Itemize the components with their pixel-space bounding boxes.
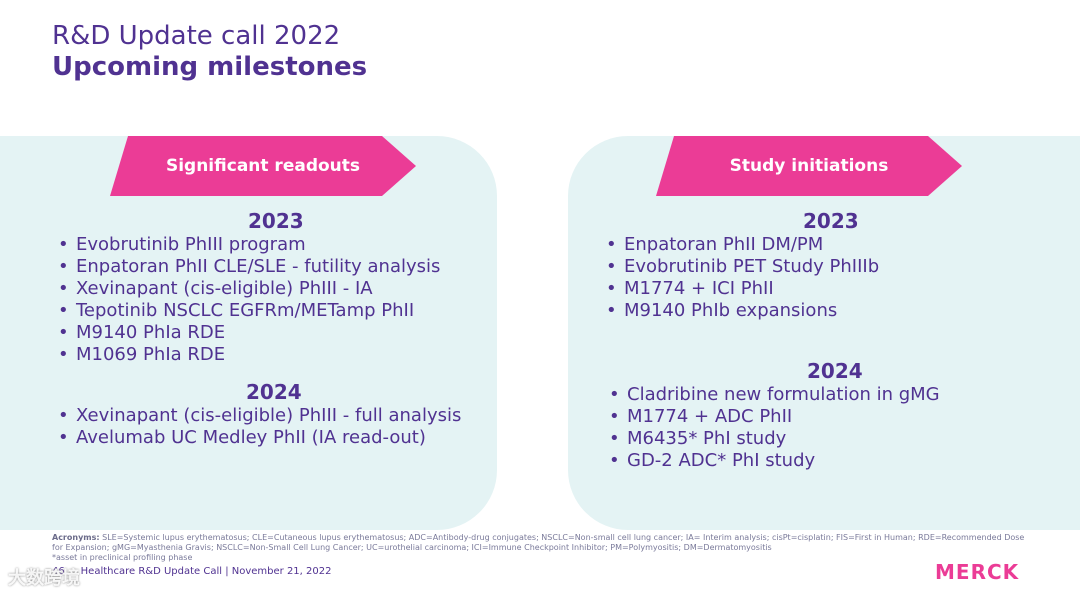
readouts-panel	[0, 136, 497, 530]
title-block: R&D Update call 2022 Upcoming milestones	[52, 20, 367, 82]
list-item: • Xevinapant (cis-eligible) PhIII - full …	[58, 405, 462, 426]
initiations-heading: Study initiations	[729, 156, 889, 176]
list-item: • Cladribine new formulation in gMG	[609, 384, 940, 405]
initiations-2023-list: • Enpatoran PhII DM/PM • Evobrutinib PET S…	[606, 234, 1046, 322]
footer-text: Healthcare R&D Update Call | November 21…	[80, 566, 332, 577]
initiations-panel	[568, 136, 1080, 530]
acronyms-label: Acronyms:	[52, 533, 100, 542]
initiations-2024-section: 2024 • Cladribine new formulation in gMG …	[609, 360, 1049, 472]
list-item: • GD-2 ADC* PhI study	[609, 450, 816, 471]
list-item: • M1774 + ADC PhII	[609, 406, 793, 427]
page-number: 46	[52, 566, 65, 577]
list-item: • M1774 + ICI PhII	[606, 278, 774, 299]
merck-logo: MERCK	[935, 560, 1019, 584]
readouts-heading-banner: Significant readouts	[110, 136, 416, 196]
footer: 46 Healthcare R&D Update Call | November…	[52, 566, 331, 577]
watermark-text: 大数跨境	[8, 568, 80, 589]
acronyms-text: SLE=Systemic lupus erythematosus; CLE=Cu…	[52, 533, 1025, 552]
readouts-2023-section: 2023 • Evobrutinib PhIII program • Enpator…	[58, 210, 498, 366]
initiations-2024-list: • Cladribine new formulation in gMG • M177…	[609, 384, 1049, 472]
readouts-2024-list: • Xevinapant (cis-eligible) PhIII - full …	[58, 405, 498, 449]
list-item: • Avelumab UC Medley PhII (IA read-out)	[58, 427, 426, 448]
readouts-2023-list: • Evobrutinib PhIII program • Enpatoran Ph…	[58, 234, 498, 366]
list-item: • Tepotinib NSCLC EGFRm/METamp PhII	[58, 300, 415, 321]
logo-text: MERCK	[935, 560, 1020, 584]
year-heading: 2024	[807, 359, 863, 383]
list-item: • Xevinapant (cis-eligible) PhIII - IA	[58, 278, 373, 299]
list-item: • M1069 PhIa RDE	[58, 344, 226, 365]
list-item: • Evobrutinib PET Study PhIIIb	[606, 256, 880, 277]
list-item: • Enpatoran PhII DM/PM	[606, 234, 824, 255]
watermark-logo: 大数跨境	[8, 564, 80, 590]
list-item: • M9140 PhIa RDE	[58, 322, 226, 343]
asset-note: *asset in preclinical profiling phase	[52, 553, 193, 562]
year-heading: 2023	[248, 209, 304, 233]
list-item: • M9140 PhIb expansions	[606, 300, 838, 321]
list-item: • Evobrutinib PhIII program	[58, 234, 306, 255]
initiations-2023-section: 2023 • Enpatoran PhII DM/PM • Evobrutinib …	[606, 210, 1046, 322]
list-item: • M6435* PhI study	[609, 428, 787, 449]
readouts-heading: Significant readouts	[165, 156, 361, 176]
year-heading: 2023	[803, 209, 859, 233]
year-heading: 2024	[246, 380, 302, 404]
initiations-heading-banner: Study initiations	[656, 136, 962, 196]
page-title: R&D Update call 2022	[52, 21, 341, 51]
page-subtitle: Upcoming milestones	[52, 52, 368, 82]
acronyms-footnote: Acronyms: SLE=Systemic lupus erythematos…	[52, 533, 1032, 563]
list-item: • Enpatoran PhII CLE/SLE - futility analy…	[58, 256, 441, 277]
readouts-2024-section: 2024 • Xevinapant (cis-eligible) PhIII - …	[58, 381, 498, 449]
